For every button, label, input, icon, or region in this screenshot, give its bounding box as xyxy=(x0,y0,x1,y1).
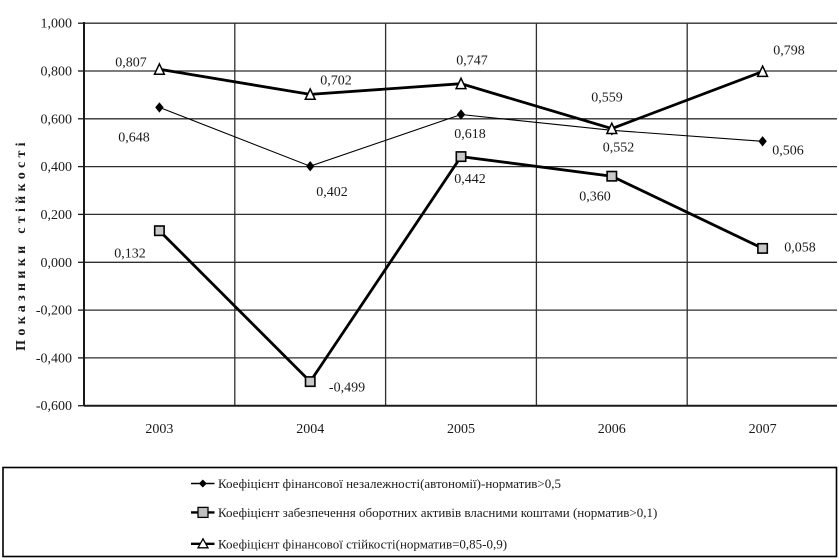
svg-text:0,648: 0,648 xyxy=(118,131,150,146)
svg-text:-0,499: -0,499 xyxy=(329,381,365,396)
svg-text:Показники стійкості: Показники стійкості xyxy=(14,138,29,351)
svg-text:0,747: 0,747 xyxy=(456,54,488,69)
svg-text:0,442: 0,442 xyxy=(454,172,486,187)
svg-text:0,360: 0,360 xyxy=(579,190,611,205)
svg-text:1,000: 1,000 xyxy=(41,17,73,32)
svg-text:2003: 2003 xyxy=(145,422,173,437)
svg-text:2007: 2007 xyxy=(749,422,777,437)
svg-text:0,058: 0,058 xyxy=(784,241,816,256)
svg-text:0,559: 0,559 xyxy=(591,91,623,106)
svg-text:0,552: 0,552 xyxy=(603,141,635,156)
svg-text:0,702: 0,702 xyxy=(320,74,352,89)
svg-text:0,000: 0,000 xyxy=(41,256,73,271)
svg-text:-0,200: -0,200 xyxy=(36,304,72,319)
svg-text:-0,400: -0,400 xyxy=(36,351,72,366)
svg-text:0,506: 0,506 xyxy=(772,144,804,159)
svg-text:0,200: 0,200 xyxy=(41,208,73,223)
svg-text:0,798: 0,798 xyxy=(773,44,805,59)
svg-text:0,618: 0,618 xyxy=(454,127,486,142)
svg-text:Коефіцієнт фінансової стійкост: Коефіцієнт фінансової стійкості(норматив… xyxy=(218,536,507,551)
svg-text:2005: 2005 xyxy=(447,422,475,437)
svg-text:0,400: 0,400 xyxy=(41,160,73,175)
svg-text:2004: 2004 xyxy=(296,422,324,437)
svg-text:Коефіцієнт забезпечення оборот: Коефіцієнт забезпечення оборотних активі… xyxy=(218,505,657,520)
svg-text:0,402: 0,402 xyxy=(316,185,348,200)
svg-text:2006: 2006 xyxy=(598,422,626,437)
svg-text:0,807: 0,807 xyxy=(115,56,147,71)
svg-text:0,132: 0,132 xyxy=(114,247,146,262)
svg-text:Коефіцієнт фінансової незалежн: Коефіцієнт фінансової незалежності(автон… xyxy=(218,476,561,491)
svg-text:-0,600: -0,600 xyxy=(36,399,72,414)
svg-text:0,800: 0,800 xyxy=(41,65,73,80)
svg-text:0,600: 0,600 xyxy=(41,112,73,127)
